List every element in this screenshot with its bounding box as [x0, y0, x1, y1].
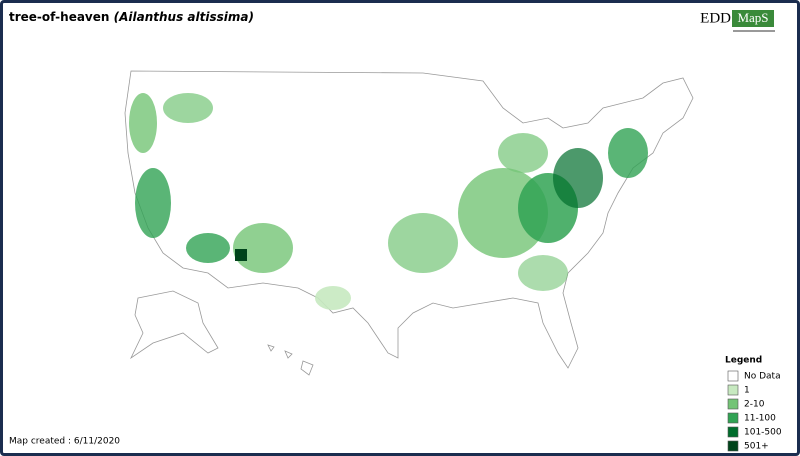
scientific-name: (Ailanthus altissima) [114, 10, 254, 24]
legend-label: 1 [744, 386, 750, 396]
logo: EDD MapS [700, 10, 775, 32]
patch [553, 148, 603, 208]
map: tree-of-heaven (Ailanthus altissima) EDD… [9, 10, 782, 452]
legend-label: 2-10 [744, 400, 765, 410]
logo-box [732, 10, 774, 27]
legend-swatch [727, 440, 739, 452]
patch [186, 233, 230, 263]
patch [608, 128, 648, 178]
patch [388, 213, 458, 273]
patch [235, 249, 247, 261]
legend-swatch [727, 426, 739, 438]
legend-label: 101-500 [744, 428, 782, 438]
patch [315, 286, 351, 310]
patch [498, 133, 548, 173]
legend-swatch [727, 384, 739, 396]
map-title: tree-of-heaven (Ailanthus altissima) [9, 10, 254, 24]
legend-swatch [727, 412, 739, 424]
map-created: Map created : 6/11/2020 [9, 437, 120, 447]
legend-swatch [727, 370, 739, 382]
patch [233, 223, 293, 273]
legend-swatch [727, 398, 739, 410]
legend-label: 11-100 [744, 414, 776, 424]
legend-label: No Data [744, 372, 781, 382]
patch [135, 168, 171, 238]
hawaii [267, 344, 314, 376]
common-name: tree-of-heaven [9, 10, 109, 24]
alaska [129, 290, 219, 360]
patch [163, 93, 213, 123]
legend: Legend No Data 1 2-10 11-100 101-500 501+ [725, 356, 782, 452]
occurrence-patches [129, 93, 648, 310]
logo-subtitle [733, 30, 775, 32]
logo-text: EDD [700, 10, 731, 26]
legend-title: Legend [725, 356, 762, 366]
patch [129, 93, 157, 153]
patch [518, 255, 568, 291]
legend-label: 501+ [744, 442, 769, 452]
logo-text: MapS [737, 10, 768, 25]
